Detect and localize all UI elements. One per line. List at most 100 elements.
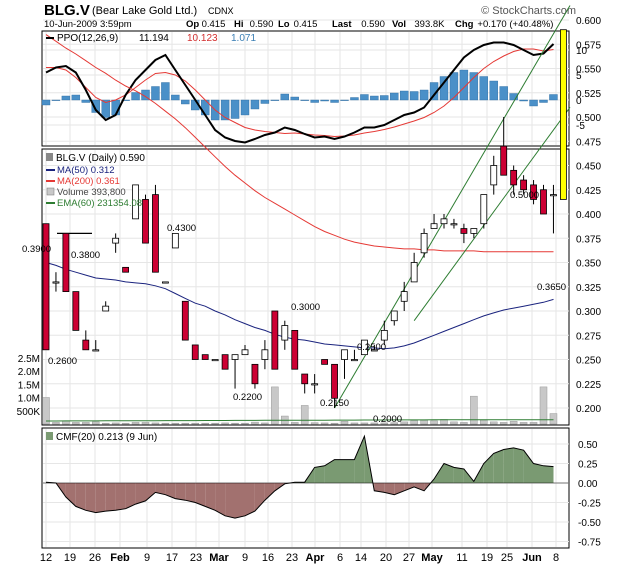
- cmf-area-segment: [245, 483, 255, 516]
- volume-tick-label: 1.0M: [18, 394, 40, 405]
- quote-label: Op: [186, 19, 199, 30]
- quote-label: Chg: [455, 19, 474, 30]
- volume-bar: [529, 422, 538, 425]
- cmf-area-segment: [115, 483, 126, 511]
- ppo-histogram-bar: [51, 99, 61, 101]
- volume-bar: [101, 422, 110, 425]
- quote-label: Last: [332, 19, 352, 30]
- ppo-histogram-bar: [400, 90, 409, 101]
- ppo-histogram-bar: [220, 99, 230, 121]
- candle-body: [500, 145, 508, 176]
- candle-body: [72, 291, 80, 331]
- ppo-histogram-bar: [280, 93, 289, 101]
- cmf-area-segment: [195, 483, 206, 507]
- quote-datetime: 10-Jun-2009 3:59pm: [44, 19, 132, 30]
- ppo-histogram-bar: [41, 99, 51, 106]
- price-legend-title: BLG.V (Daily) 0.590: [56, 153, 145, 164]
- cmf-area-segment: [125, 483, 136, 509]
- cmf-area-segment: [394, 483, 405, 495]
- ppo-tick-label: 0: [576, 96, 582, 107]
- candle-body: [271, 310, 279, 370]
- ppo-histogram-bar: [121, 99, 130, 101]
- ppo-indicator: [41, 41, 558, 144]
- ppo-histogram-bar: [300, 99, 309, 101]
- cmf-area-segment: [254, 483, 265, 512]
- x-axis-tick-label: 20: [380, 552, 392, 564]
- candle-body: [102, 305, 110, 312]
- x-axis-tick-label: 25: [501, 552, 513, 564]
- candle-body: [171, 232, 179, 249]
- quote-value: 0.590: [250, 19, 274, 30]
- price-tick-label: 0.325: [576, 283, 601, 294]
- volume-bar: [141, 422, 150, 425]
- candle-body: [480, 194, 488, 225]
- candle-body: [380, 329, 388, 341]
- cmf-area-segment: [185, 483, 196, 503]
- candle-body: [301, 373, 309, 385]
- cmf-area-segment: [235, 483, 245, 519]
- volume-bar: [82, 422, 90, 425]
- x-axis-tick-label: Jun: [522, 552, 542, 564]
- cmf-area-segment: [135, 483, 146, 505]
- cmf-area-segment: [95, 483, 106, 513]
- volume-bar: [161, 422, 170, 425]
- ticker-symbol: BLG.V: [44, 2, 90, 19]
- x-axis-tick-label: 19: [481, 552, 493, 564]
- candle-body: [440, 218, 448, 225]
- ppo-histogram-bar: [181, 99, 190, 105]
- cmf-area-segment: [314, 465, 325, 483]
- volume-bar: [300, 405, 309, 425]
- x-axis-tick-label: Mar: [209, 552, 229, 564]
- cmf-area-segment: [404, 483, 415, 491]
- candle-body: [291, 329, 299, 370]
- volume-bar: [490, 421, 498, 425]
- candle-body: [400, 291, 408, 302]
- candle-body: [261, 349, 269, 360]
- price-tick-label: 0.375: [576, 234, 601, 245]
- cmf-area-segment: [225, 483, 235, 519]
- cmf-area-segment: [414, 483, 425, 491]
- candle-body: [132, 184, 139, 220]
- ppo-histogram-bar: [161, 82, 170, 101]
- ppo-legend: PPO(12,26,9) 11.194 10.123 1.071: [46, 33, 256, 44]
- price-annotation: 0.2600: [48, 356, 77, 367]
- x-axis-tick-label: 27: [403, 552, 415, 564]
- cmf-tick-label: 0.00: [578, 479, 598, 490]
- ppo-histogram-bar: [260, 99, 270, 104]
- ppo-histogram-bar: [489, 80, 498, 101]
- ppo-histogram-bar: [101, 99, 110, 118]
- quote-value: 0.590: [361, 19, 385, 30]
- legend-box-swatch: [46, 187, 55, 196]
- ppo-histogram-bar: [290, 96, 299, 101]
- ema60-line: [46, 419, 554, 422]
- ppo-histogram-bar: [499, 86, 508, 101]
- volume-bar: [450, 421, 458, 425]
- quote-value: 0.415: [294, 19, 318, 30]
- candle-body: [251, 363, 259, 385]
- volume-bar: [519, 422, 528, 425]
- volume-bar: [420, 420, 428, 425]
- ppo-histogram-bar: [270, 99, 280, 101]
- volume-bar: [121, 422, 130, 425]
- cmf-area-segment: [384, 483, 395, 495]
- volume-bar: [430, 420, 438, 425]
- ppo-histogram-bar: [549, 94, 558, 101]
- ppo-histogram-bar: [380, 95, 389, 101]
- ppo-histogram-bar: [151, 86, 160, 101]
- quote-label: Lo: [278, 19, 290, 30]
- volume-bar: [231, 422, 239, 425]
- x-axis-tick-label: 9: [144, 552, 150, 564]
- price-annotation: 0.3900: [22, 244, 51, 255]
- candle-body: [241, 349, 249, 356]
- price-tick-label: 0.575: [576, 40, 601, 51]
- x-axis-tick-label: 9: [242, 552, 248, 564]
- volume-bar: [380, 422, 389, 425]
- x-axis-tick-label: 23: [286, 552, 298, 564]
- ppo-histogram-bar: [240, 99, 250, 116]
- price-annotation: 0.2000: [373, 414, 402, 425]
- price-tick-label: 0.450: [576, 162, 601, 173]
- price-legend: BLG.V (Daily) 0.590 MA(50) 0.312MA(200) …: [46, 153, 145, 209]
- x-axis-tick-label: 11: [456, 552, 467, 564]
- candle-body: [231, 354, 239, 360]
- cmf-area-segment: [65, 483, 76, 507]
